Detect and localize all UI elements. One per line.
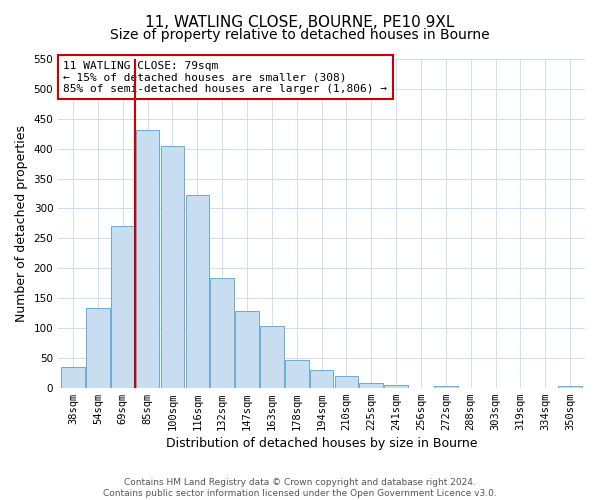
Bar [558, 386, 582, 388]
Bar [136, 130, 160, 388]
Bar [434, 386, 458, 388]
Bar [385, 384, 408, 388]
Text: Contains HM Land Registry data © Crown copyright and database right 2024.
Contai: Contains HM Land Registry data © Crown c… [103, 478, 497, 498]
Text: Size of property relative to detached houses in Bourne: Size of property relative to detached ho… [110, 28, 490, 42]
Bar [185, 196, 209, 388]
Bar [310, 370, 334, 388]
Bar [335, 376, 358, 388]
Bar [61, 367, 85, 388]
X-axis label: Distribution of detached houses by size in Bourne: Distribution of detached houses by size … [166, 437, 478, 450]
Bar [235, 311, 259, 388]
Bar [260, 326, 284, 388]
Bar [161, 146, 184, 388]
Bar [111, 226, 134, 388]
Y-axis label: Number of detached properties: Number of detached properties [15, 125, 28, 322]
Text: 11 WATLING CLOSE: 79sqm
← 15% of detached houses are smaller (308)
85% of semi-d: 11 WATLING CLOSE: 79sqm ← 15% of detache… [64, 60, 388, 94]
Bar [285, 360, 308, 388]
Text: 11, WATLING CLOSE, BOURNE, PE10 9XL: 11, WATLING CLOSE, BOURNE, PE10 9XL [145, 15, 455, 30]
Bar [359, 383, 383, 388]
Bar [211, 278, 234, 388]
Bar [86, 308, 110, 388]
